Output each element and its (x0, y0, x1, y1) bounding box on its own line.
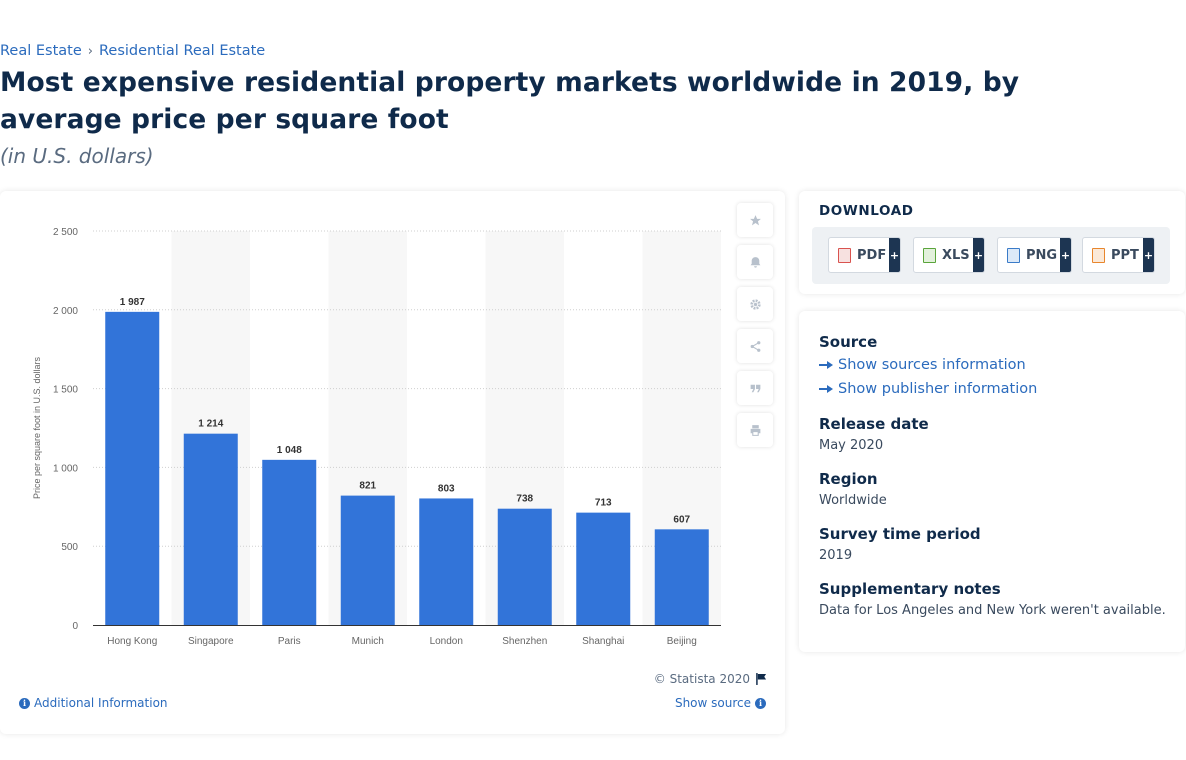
favorite-button[interactable] (737, 203, 773, 237)
y-axis-label: Price per square foot in U.S. dollars (32, 356, 42, 499)
download-xls-button[interactable]: XLS + (913, 237, 985, 273)
data-label: 607 (673, 514, 690, 525)
download-pdf-label: PDF (857, 247, 887, 263)
copyright-text: © Statista 2020 (653, 672, 750, 686)
x-tick-label: London (430, 636, 463, 647)
release-date-value: May 2020 (819, 438, 884, 453)
chart-card: 0 500 1 000 1 500 2 000 2 500 1 987 Hong Kong 1 … (0, 191, 785, 734)
bar-chart: 0 500 1 000 1 500 2 000 2 500 1 987 Hong Kong 1 … (32, 227, 721, 647)
bar (419, 498, 474, 625)
bar (576, 512, 631, 625)
star-icon (749, 214, 761, 225)
chart-toolbar (737, 203, 773, 455)
show-source-link[interactable]: Show source i (675, 696, 766, 710)
show-source-label: Show source (674, 696, 751, 710)
download-xls-label: XLS (942, 247, 970, 263)
bar (183, 433, 238, 625)
release-date-heading: Release date (819, 415, 929, 433)
bar (654, 529, 709, 625)
x-tick-label: Beijing (667, 636, 697, 647)
download-ppt-button[interactable]: PPT + (1082, 237, 1155, 273)
statistic-details-card: Source Show sources information Show pub… (799, 311, 1185, 652)
data-label: 821 (359, 481, 376, 492)
breadcrumb: Real Estate › Residential Real Estate (0, 43, 265, 59)
share-button[interactable] (737, 329, 773, 363)
y-tick-label: 2 500 (53, 227, 78, 238)
y-tick-label: 500 (61, 542, 78, 553)
supplementary-notes-value: Data for Los Angeles and New York weren'… (819, 603, 1166, 618)
download-png-button[interactable]: PNG + (997, 237, 1072, 273)
bar (497, 508, 552, 625)
download-buttons: PDF + XLS + PNG + PPT + (812, 227, 1170, 284)
pdf-file-icon (838, 247, 851, 263)
flag-icon[interactable] (756, 673, 767, 685)
bar (340, 495, 395, 625)
supplementary-notes-heading: Supplementary notes (819, 580, 1001, 598)
breadcrumb-separator: › (87, 43, 93, 59)
region-value: Worldwide (819, 493, 887, 508)
x-tick-label: Hong Kong (107, 636, 157, 647)
download-pdf-button[interactable]: PDF + (828, 237, 901, 273)
y-tick-label: 0 (72, 621, 78, 632)
info-icon: i (755, 697, 766, 709)
info-icon: i (19, 697, 30, 709)
print-icon (750, 424, 760, 436)
show-sources-label: Show sources information (838, 357, 1026, 373)
share-icon (750, 340, 760, 352)
data-label: 803 (438, 483, 455, 494)
png-file-icon (1007, 247, 1020, 263)
bell-icon (750, 256, 760, 268)
settings-button[interactable] (737, 287, 773, 321)
x-tick-label: Shenzhen (502, 636, 547, 647)
y-tick-label: 1 500 (53, 385, 78, 396)
y-tick-label: 2 000 (53, 306, 78, 317)
print-button[interactable] (737, 413, 773, 447)
source-heading: Source (819, 333, 878, 351)
bar (105, 311, 160, 625)
chart-copyright: © Statista 2020 (654, 672, 767, 686)
plus-icon: + (1143, 238, 1154, 272)
download-png-label: PNG (1026, 247, 1058, 263)
notification-button[interactable] (737, 245, 773, 279)
bar (262, 459, 317, 625)
show-publisher-link[interactable]: Show publisher information (819, 381, 1037, 397)
data-label: 1 987 (120, 297, 145, 308)
show-sources-link[interactable]: Show sources information (819, 357, 1026, 373)
data-label: 713 (595, 498, 612, 509)
cite-button[interactable] (737, 371, 773, 405)
survey-period-heading: Survey time period (819, 525, 981, 543)
x-tick-label: Singapore (188, 636, 234, 647)
page-subtitle: (in U.S. dollars) (0, 144, 154, 168)
arrow-right-icon (819, 360, 833, 370)
xls-file-icon (923, 247, 936, 263)
plus-icon: + (1060, 238, 1071, 272)
x-tick-label: Paris (278, 636, 301, 647)
y-tick-label: 1 000 (53, 463, 78, 474)
region-heading: Region (819, 470, 878, 488)
show-publisher-label: Show publisher information (838, 381, 1038, 397)
gear-icon (749, 298, 761, 310)
x-tick-label: Shanghai (582, 636, 624, 647)
data-label: 1 214 (198, 419, 223, 430)
page-title: Most expensive residential property mark… (0, 67, 1020, 135)
download-card: DOWNLOAD PDF + XLS + PNG + PPT + (799, 191, 1185, 294)
breadcrumb-link-real-estate[interactable]: Real Estate (0, 43, 82, 59)
plus-icon: + (973, 238, 984, 272)
x-tick-label: Munich (352, 636, 384, 647)
download-title: DOWNLOAD (819, 203, 914, 219)
additional-information-label: Additional Information (34, 696, 168, 710)
arrow-right-icon (819, 384, 833, 394)
quote-icon (750, 384, 760, 392)
survey-period-value: 2019 (819, 548, 853, 563)
download-ppt-label: PPT (1111, 247, 1139, 263)
breadcrumb-link-residential[interactable]: Residential Real Estate (98, 43, 266, 59)
ppt-file-icon (1092, 247, 1105, 263)
plus-icon: + (889, 238, 900, 272)
additional-information-link[interactable]: i Additional Information (19, 696, 168, 710)
data-label: 738 (516, 494, 533, 505)
data-label: 1 048 (277, 445, 302, 456)
